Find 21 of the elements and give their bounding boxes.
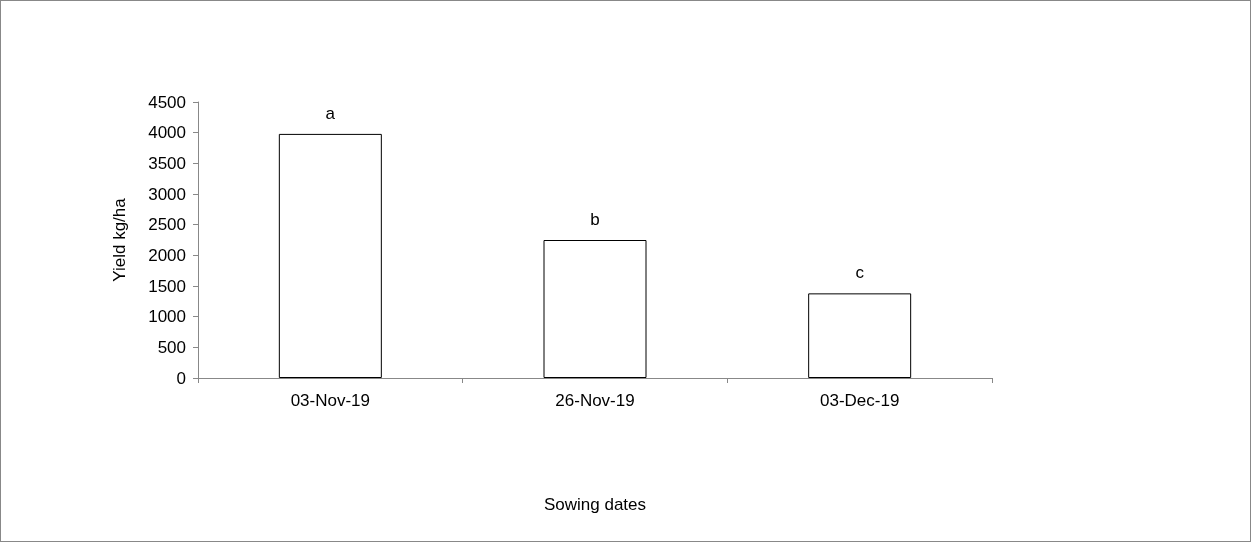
y-tick-label: 3000 — [148, 184, 186, 204]
bar — [543, 240, 647, 378]
annotation: b — [590, 210, 600, 229]
y-tick-label: 2500 — [148, 215, 186, 235]
x-axis-title: Sowing dates — [543, 495, 647, 514]
x-tick-label: 03-Nov-19 — [290, 391, 371, 410]
y-tick-label: 4500 — [148, 92, 186, 112]
y-axis-title: Yield kg/ha — [110, 197, 129, 282]
y-tick-label: 4000 — [148, 123, 186, 143]
x-tick-label: 26-Nov-19 — [555, 391, 635, 410]
y-tick-label: 1500 — [148, 276, 186, 296]
y-tick-label: 1000 — [148, 307, 186, 327]
y-tick-label: 500 — [157, 337, 186, 357]
x-tick-label: 03-Dec-19 — [819, 391, 900, 410]
annotation: a — [325, 103, 336, 123]
y-tick-label: 0 — [176, 368, 186, 388]
y-tick-label: 2000 — [148, 245, 186, 265]
y-tick-label: 3500 — [148, 153, 186, 173]
bar — [808, 293, 912, 378]
bar — [278, 133, 382, 378]
annotation: c — [855, 263, 865, 283]
